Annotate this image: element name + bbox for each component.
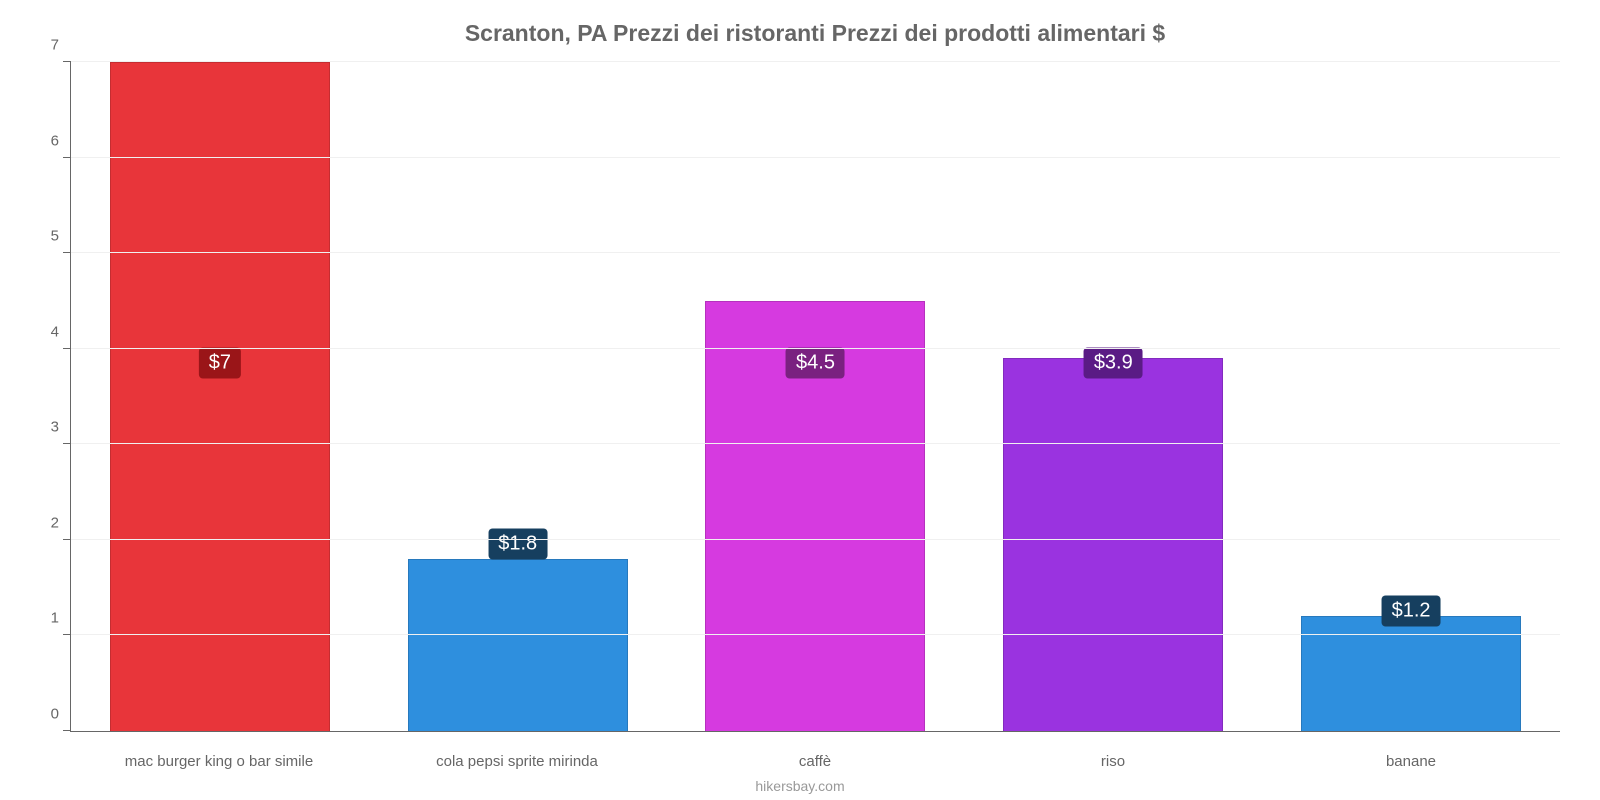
y-tick [63, 730, 71, 731]
bar-slot: $7 [71, 62, 369, 731]
gridline [71, 157, 1560, 158]
gridline [71, 539, 1560, 540]
y-tick [63, 252, 71, 253]
x-axis-label: banane [1262, 753, 1560, 770]
chart-title: Scranton, PA Prezzi dei ristoranti Prezz… [70, 20, 1560, 47]
bar-slot: $1.2 [1262, 62, 1560, 731]
credit-text: hikersbay.com [0, 778, 1600, 794]
y-axis-label: 5 [51, 228, 59, 245]
gridline [71, 634, 1560, 635]
x-axis-label: caffè [666, 753, 964, 770]
gridline [71, 443, 1560, 444]
y-tick [63, 61, 71, 62]
y-tick [63, 634, 71, 635]
price-chart: Scranton, PA Prezzi dei ristoranti Prezz… [0, 0, 1600, 800]
bar [110, 62, 330, 731]
y-axis-label: 4 [51, 323, 59, 340]
gridline [71, 61, 1560, 62]
y-tick [63, 539, 71, 540]
bar-value-label: $3.9 [1084, 348, 1143, 379]
y-axis-label: 6 [51, 132, 59, 149]
y-axis-label: 2 [51, 514, 59, 531]
y-axis-label: 3 [51, 419, 59, 436]
bars-row: $7 $1.8 $4.5 $3.9 $1.2 [71, 62, 1560, 731]
bar-value-label: $4.5 [786, 348, 845, 379]
x-axis-label: mac burger king o bar simile [70, 753, 368, 770]
x-axis-label: riso [964, 753, 1262, 770]
y-tick [63, 157, 71, 158]
bar [408, 559, 628, 731]
y-tick [63, 443, 71, 444]
y-axis-label: 7 [51, 37, 59, 54]
y-axis-label: 0 [51, 706, 59, 723]
gridline [71, 252, 1560, 253]
bar-slot: $4.5 [667, 62, 965, 731]
x-axis-label: cola pepsi sprite mirinda [368, 753, 666, 770]
bar-slot: $1.8 [369, 62, 667, 731]
y-tick [63, 348, 71, 349]
bar-slot: $3.9 [964, 62, 1262, 731]
gridline [71, 348, 1560, 349]
x-axis-labels: mac burger king o bar similecola pepsi s… [70, 753, 1560, 770]
plot-area: $7$1.8$4.5$3.9$1.2 01234567 [70, 62, 1560, 732]
y-axis-label: 1 [51, 610, 59, 627]
bar [1003, 358, 1223, 731]
bar-value-label: $7 [199, 348, 241, 379]
bar-value-label: $1.8 [488, 528, 547, 559]
bar-value-label: $1.2 [1382, 595, 1441, 626]
